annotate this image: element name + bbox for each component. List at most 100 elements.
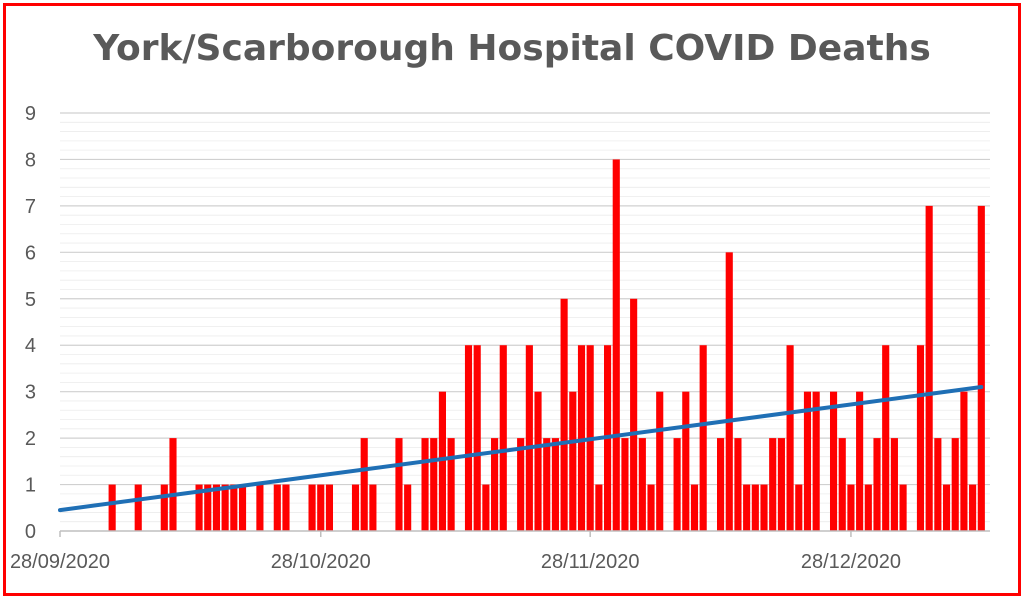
bar (969, 484, 977, 531)
x-tick-label: 28/10/2020 (271, 551, 371, 573)
chart-title: York/Scarborough Hospital COVID Deaths (93, 28, 931, 69)
bar (960, 391, 968, 531)
bar (499, 345, 507, 531)
bar (421, 438, 429, 531)
bar (856, 391, 864, 531)
bar (351, 484, 360, 531)
bar (169, 438, 177, 531)
bar (534, 391, 542, 531)
label-layer: 28/09/2020 28/10/2020 28/11/2020 28/12/2020… (10, 103, 901, 573)
y-tick-label: 6 (25, 242, 36, 264)
bar (491, 438, 499, 531)
bar (873, 438, 881, 531)
bar (325, 484, 334, 531)
trend-line (58, 385, 984, 513)
bar (673, 438, 681, 531)
bar (769, 438, 777, 531)
bar (838, 438, 846, 531)
bar (595, 484, 603, 531)
bar (864, 484, 872, 531)
y-tick-label: 9 (25, 103, 36, 125)
bar (543, 438, 551, 531)
bar (282, 484, 290, 531)
bar (273, 484, 281, 531)
y-tick-label: 3 (25, 382, 36, 404)
bar-layer (108, 159, 985, 532)
bar (438, 391, 446, 531)
bar (812, 391, 820, 531)
bar (751, 484, 759, 531)
bar (517, 438, 525, 531)
y-tick-label: 8 (25, 149, 36, 171)
y-tick-label: 4 (25, 335, 36, 357)
x-tick-label: 28/11/2020 (541, 551, 640, 573)
bar (464, 345, 473, 531)
trend-layer (58, 385, 984, 513)
bar (882, 345, 890, 531)
bar (360, 438, 368, 531)
bar (212, 484, 221, 531)
bar (134, 484, 142, 531)
bar (404, 484, 412, 531)
bar (482, 484, 490, 531)
bar (699, 345, 707, 531)
bar (890, 438, 898, 531)
bar (473, 345, 481, 531)
bar (829, 391, 838, 531)
bar (195, 484, 203, 531)
bar (743, 484, 751, 531)
bar (525, 345, 533, 531)
bar (951, 438, 959, 531)
bar (942, 484, 951, 531)
bar (430, 438, 438, 531)
bar (647, 484, 655, 531)
bar (925, 205, 933, 531)
bar (317, 484, 325, 531)
bar (760, 484, 768, 531)
bar (916, 345, 925, 531)
bar (204, 484, 212, 531)
bar (656, 391, 664, 531)
bar (221, 484, 229, 531)
bar (630, 298, 638, 531)
axis-layer (59, 530, 990, 537)
bar (795, 484, 803, 531)
x-tick-label: 28/09/2020 (10, 551, 110, 573)
bar (621, 438, 629, 531)
bar (899, 484, 907, 531)
bar (395, 438, 403, 531)
bar (690, 484, 699, 531)
bar (230, 484, 238, 531)
y-tick-label: 5 (25, 289, 36, 311)
bar (638, 438, 646, 531)
bar (569, 391, 577, 531)
bar (577, 345, 586, 531)
y-tick-label: 0 (25, 521, 36, 543)
bar (847, 484, 855, 531)
bar (308, 484, 316, 531)
bar (734, 438, 742, 531)
bar (108, 484, 116, 531)
bar (256, 484, 264, 531)
bar (786, 345, 794, 531)
x-tick-label: 28/12/2020 (801, 551, 901, 573)
bar (682, 391, 690, 531)
bar (551, 438, 559, 531)
grid-layer (60, 112, 990, 523)
bar (934, 438, 942, 531)
bar (612, 159, 620, 531)
bar (160, 484, 168, 531)
bar (777, 438, 785, 531)
bar (560, 298, 568, 531)
bar (716, 438, 725, 531)
bar (803, 391, 812, 531)
bar (725, 252, 733, 532)
bar (238, 484, 247, 531)
y-tick-label: 7 (25, 196, 36, 218)
y-tick-label: 2 (25, 428, 36, 450)
bar (447, 438, 455, 531)
y-tick-label: 1 (25, 475, 36, 497)
bar (977, 205, 985, 531)
bar (369, 484, 377, 531)
